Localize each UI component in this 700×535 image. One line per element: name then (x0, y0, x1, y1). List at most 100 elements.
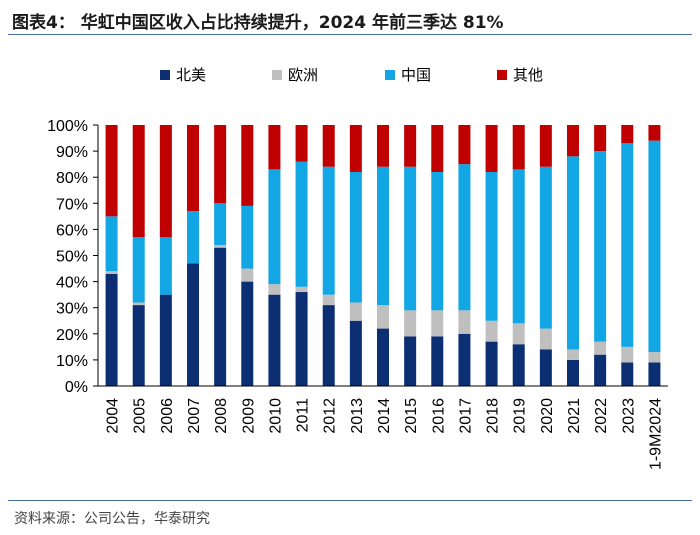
bar-segment-欧洲-2023 (621, 346, 634, 363)
x-tick-label: 2023 (620, 398, 637, 434)
bar-segment-欧洲-2009 (241, 268, 254, 282)
bar-segment-中国-2016 (431, 171, 444, 311)
bar-segment-北美-2004 (105, 273, 118, 386)
x-tick-label: 1-9M2024 (647, 398, 664, 470)
bar-segment-其他-2023 (621, 125, 634, 144)
bar-segment-中国-2010 (268, 169, 281, 285)
x-tick-label: 2020 (539, 398, 556, 434)
bar-segment-其他-2009 (241, 125, 254, 206)
y-tick-label: 0% (65, 379, 88, 396)
bar-segment-欧洲-2017 (458, 310, 471, 334)
x-tick-label: 2019 (512, 398, 529, 434)
legend-swatch-3 (497, 70, 507, 80)
y-tick-label: 50% (56, 249, 88, 266)
bar-segment-中国-2021 (567, 156, 579, 350)
bar-segment-中国-2019 (512, 169, 525, 324)
x-tick-label: 2016 (430, 398, 447, 434)
bar-segment-中国-2005 (132, 237, 145, 303)
bar-segment-其他-2006 (159, 125, 172, 238)
bar-segment-其他-2005 (132, 125, 145, 238)
bar-segment-其他-2020 (539, 125, 552, 167)
x-tick-label: 2004 (105, 398, 122, 434)
bar-segment-中国-2015 (404, 166, 417, 311)
bar-segment-北美-2016 (431, 336, 444, 386)
source-note: 资料来源：公司公告，华泰研究 (14, 511, 210, 527)
bar-segment-北美-2020 (539, 349, 552, 386)
bar-segment-欧洲-2005 (132, 302, 145, 306)
bar-segment-北美-1-9M2024 (648, 362, 661, 386)
legend-label-2: 中国 (401, 66, 431, 84)
legend: 北美 欧洲 中国 其他 (160, 66, 543, 84)
bar-segment-中国-2014 (377, 166, 389, 306)
y-tick-label: 70% (56, 196, 88, 213)
bar-segment-其他-2015 (404, 125, 417, 167)
bar-segment-中国-2017 (458, 164, 471, 311)
bar-segment-欧洲-2020 (539, 328, 552, 350)
bar-segment-北美-2013 (349, 320, 362, 386)
x-tick-label: 2015 (403, 398, 420, 434)
legend-swatch-0 (160, 70, 170, 80)
bar-segment-其他-2022 (594, 125, 607, 152)
bar-segment-中国-2018 (485, 171, 498, 321)
y-tick-label: 30% (56, 301, 88, 318)
bar-segment-其他-2016 (431, 125, 444, 172)
x-tick-label: 2005 (132, 398, 149, 434)
title-divider (8, 34, 692, 35)
bar-segment-北美-2021 (567, 359, 579, 386)
bar-segment-欧洲-2004 (105, 271, 118, 274)
bar-segment-欧洲-2013 (349, 302, 362, 321)
bar-segment-欧洲-2016 (431, 310, 444, 337)
x-tick-label: 2009 (240, 398, 257, 434)
bar-segment-欧洲-2010 (268, 284, 281, 295)
legend-swatch-1 (272, 70, 282, 80)
bar-segment-其他-2008 (214, 125, 227, 204)
bar-segment-中国-2022 (594, 151, 607, 342)
bar-segment-北美-2007 (187, 263, 199, 386)
bar-segment-其他-2004 (105, 125, 118, 217)
y-tick-label: 90% (56, 144, 88, 161)
bar-segment-北美-2006 (159, 294, 172, 386)
x-axis: 2004 2005 2006 2007 2008 2009 2010 2011 2012 2013… (98, 385, 668, 470)
bar-segment-北美-2019 (512, 344, 525, 386)
bar-segment-其他-2014 (377, 125, 389, 167)
y-tick-label: 80% (56, 170, 88, 187)
bar-segment-中国-2023 (621, 143, 634, 347)
bar-segment-中国-2012 (322, 166, 335, 295)
bar-segment-其他-2007 (187, 125, 199, 212)
bar-segment-欧洲-2012 (322, 294, 335, 306)
bar-segment-其他-2019 (512, 125, 525, 170)
y-tick-label: 100% (47, 118, 88, 135)
bar-segment-欧洲-2018 (485, 320, 498, 342)
bar-segment-北美-2018 (485, 341, 498, 386)
bar-segment-其他-2017 (458, 125, 471, 165)
bar-segment-北美-2017 (458, 333, 471, 386)
bar-segment-其他-2021 (567, 125, 579, 157)
y-tick-label: 10% (56, 353, 88, 370)
bar-segment-其他-2012 (322, 125, 335, 167)
x-tick-label: 2007 (186, 398, 203, 434)
bar-segment-北美-2012 (322, 305, 335, 386)
y-tick-label: 60% (56, 222, 88, 239)
bar-segment-中国-2009 (241, 205, 254, 269)
bar-segment-中国-1-9M2024 (648, 140, 661, 353)
bar-segment-欧洲-2008 (214, 245, 227, 248)
bar-segment-北美-2008 (214, 247, 227, 386)
bar-segment-中国-2007 (187, 211, 199, 264)
x-tick-label: 2008 (213, 398, 230, 434)
bar-segment-欧洲-2011 (295, 286, 308, 293)
bar-segment-欧洲-2019 (512, 323, 525, 345)
y-axis: 0% 10% 20% 30% 40% 50% 60% 70% 80% 90% 100% (47, 118, 99, 396)
bar-segment-其他-2010 (268, 125, 281, 170)
bar-segment-其他-2018 (485, 125, 498, 172)
bar-segment-中国-2008 (214, 203, 227, 246)
x-tick-label: 2013 (349, 398, 366, 434)
chart-title: 图表4： 华虹中国区收入占比持续提升，2024 年前三季达 81% (12, 13, 504, 33)
x-tick-label: 2014 (376, 398, 393, 434)
x-tick-label: 2018 (485, 398, 502, 434)
stacked-bar-chart: 北美 欧洲 中国 其他 0% 10% 20% 30% 40% 50% 60% 70% 80% 90% 10… (47, 66, 668, 470)
bar-segment-欧洲-2022 (594, 341, 607, 355)
bar-segment-中国-2011 (295, 161, 308, 287)
bar-segment-北美-2014 (377, 328, 389, 386)
bar-segment-北美-2022 (594, 354, 607, 386)
bar-segment-北美-2009 (241, 281, 254, 386)
